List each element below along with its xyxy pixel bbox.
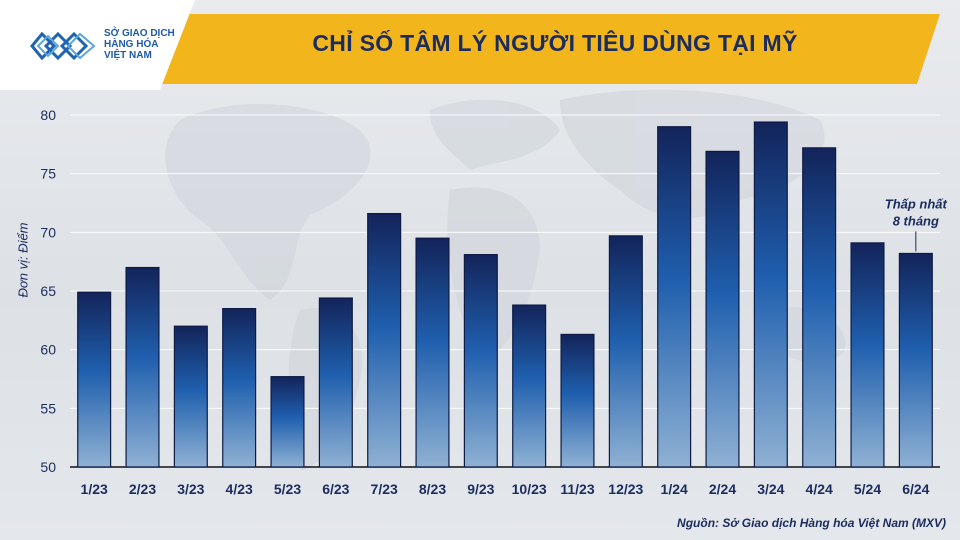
x-tick-label: 1/24 — [661, 481, 688, 497]
y-tick-label: 70 — [40, 224, 56, 240]
y-tick-label: 65 — [40, 283, 56, 299]
x-tick-label: 9/23 — [467, 481, 494, 497]
x-tick-label: 5/23 — [274, 481, 301, 497]
x-tick-label: 2/23 — [129, 481, 156, 497]
annotation-line: 8 tháng — [893, 213, 939, 228]
y-tick-label: 80 — [40, 107, 56, 123]
bar — [222, 308, 257, 468]
bar — [512, 304, 547, 468]
x-tick-label: 2/24 — [709, 481, 736, 497]
logo-panel: SỞ GIAO DỊCH HÀNG HÓA VIỆT NAM — [0, 0, 195, 90]
y-axis-label: Đơn vị: Điểm — [15, 222, 31, 298]
bar — [463, 254, 498, 468]
bar — [657, 126, 692, 468]
bar — [318, 297, 353, 468]
logo-text: SỞ GIAO DỊCH HÀNG HÓA VIỆT NAM — [104, 28, 190, 61]
bar — [802, 147, 837, 468]
x-tick-label: 11/23 — [560, 481, 594, 497]
x-tick-label: 4/23 — [226, 481, 253, 497]
x-tick-label: 6/23 — [322, 481, 349, 497]
bar — [705, 150, 740, 468]
bar — [367, 212, 402, 468]
bar — [560, 333, 595, 468]
x-tick-label: 3/24 — [757, 481, 784, 497]
x-tick-label: 7/23 — [371, 481, 398, 497]
bar — [415, 237, 450, 468]
x-tick-label: 3/23 — [177, 481, 204, 497]
bar — [753, 121, 788, 468]
annotation-line: Thấp nhất — [885, 196, 948, 211]
annotation-label: Thấp nhất 8 tháng — [885, 196, 948, 228]
bar — [850, 242, 885, 468]
bar — [77, 291, 112, 468]
x-tick-label: 5/24 — [854, 481, 881, 497]
bar — [898, 252, 933, 468]
source-note: Nguồn: Sở Giao dịch Hàng hóa Việt Nam (M… — [677, 516, 946, 530]
logo-line-3: VIỆT NAM — [104, 50, 152, 61]
logo-line-2: HÀNG HÓA — [104, 39, 159, 50]
y-tick-label: 75 — [40, 166, 56, 182]
x-tick-label: 8/23 — [419, 481, 446, 497]
bar — [608, 235, 643, 468]
logo-line-1: SỞ GIAO DỊCH — [104, 28, 175, 39]
x-tick-label: 1/23 — [81, 481, 108, 497]
y-tick-label: 60 — [40, 342, 56, 358]
bar — [270, 376, 305, 468]
x-tick-label: 12/23 — [608, 481, 643, 497]
bar — [125, 266, 160, 468]
chart-title: CHỈ SỐ TÂM LÝ NGƯỜI TIÊU DÙNG TẠI MỸ — [312, 30, 798, 56]
bar — [173, 325, 208, 468]
mxv-logo-icon — [30, 31, 96, 61]
x-tick-label: 4/24 — [806, 481, 833, 497]
y-tick-label: 55 — [40, 400, 56, 416]
x-tick-label: 10/23 — [512, 481, 547, 497]
y-tick-label: 50 — [40, 459, 56, 475]
x-tick-label: 6/24 — [902, 481, 929, 497]
